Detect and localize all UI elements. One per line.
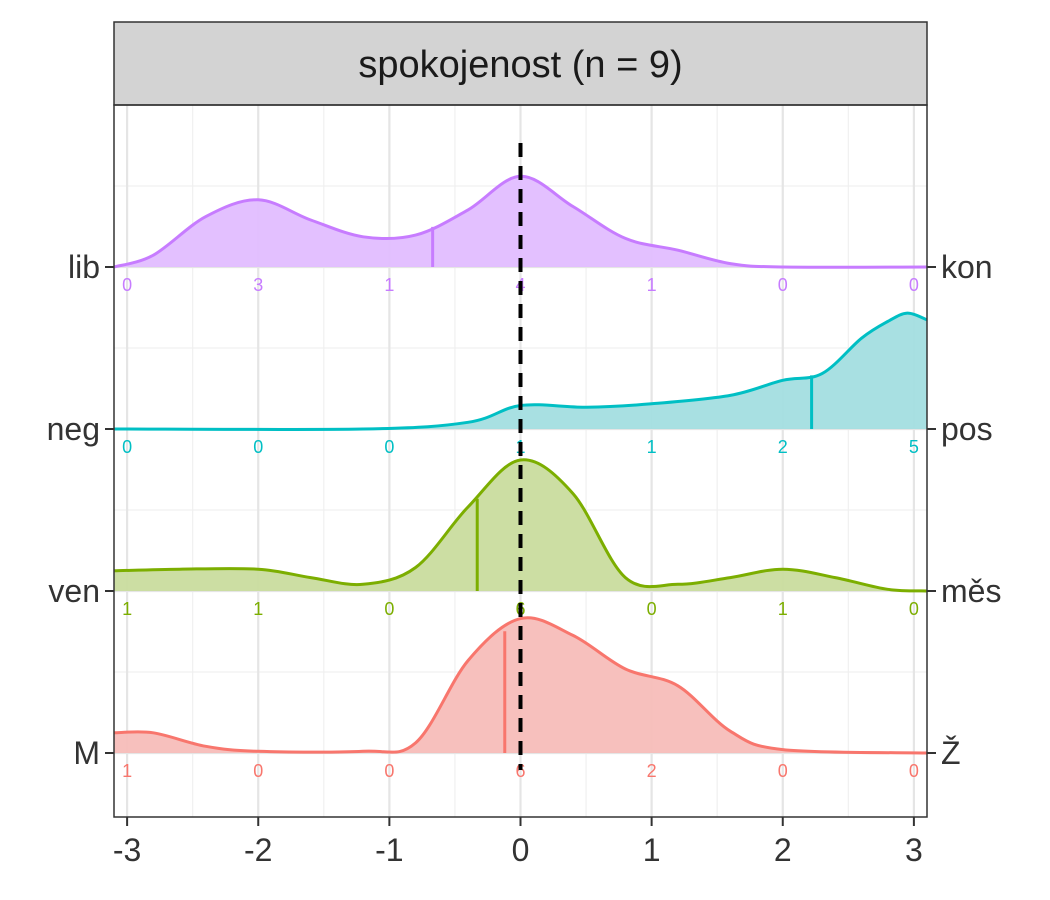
- count-label: 0: [778, 761, 788, 781]
- y-tick-label-right: kon: [941, 249, 993, 285]
- count-label: 2: [778, 437, 788, 457]
- y-tick-label-left: M: [73, 735, 100, 771]
- x-tick-label: -3: [113, 832, 141, 868]
- count-label: 1: [122, 761, 132, 781]
- count-label: 0: [384, 599, 394, 619]
- density-area: [114, 313, 927, 430]
- count-label: 0: [122, 275, 132, 295]
- y-axis-right: kon pos měs Ž: [927, 249, 1001, 771]
- x-tick-label: 1: [643, 832, 661, 868]
- x-tick-label: -2: [244, 832, 272, 868]
- y-tick-label-right: Ž: [941, 735, 961, 771]
- density-curve: [113, 311, 928, 431]
- count-label: 0: [122, 437, 132, 457]
- density-curve: [113, 458, 928, 593]
- count-label: 1: [647, 275, 657, 295]
- density-curve: [113, 616, 928, 755]
- count-label: 6: [515, 761, 525, 781]
- y-axis-left: lib neg ven M: [47, 249, 114, 771]
- count-label: 1: [647, 437, 657, 457]
- count-label: 0: [384, 437, 394, 457]
- count-label: 1: [122, 599, 132, 619]
- strip-background: [113, 21, 928, 106]
- x-axis: -3 -2 -1 0 1 2 3: [113, 817, 923, 868]
- x-tick-label: 3: [905, 832, 923, 868]
- y-tick-label-right: pos: [941, 411, 993, 447]
- count-label: 0: [778, 275, 788, 295]
- count-label: 0: [647, 599, 657, 619]
- y-tick-label-left: ven: [48, 573, 100, 609]
- y-tick-label-left: neg: [47, 411, 100, 447]
- count-label: 0: [909, 599, 919, 619]
- count-label: 2: [647, 761, 657, 781]
- chart-title: spokojenost (n = 9): [358, 44, 682, 86]
- x-tick-label: 0: [512, 832, 530, 868]
- count-label: 0: [384, 761, 394, 781]
- ridge-3: 1106010: [113, 458, 928, 619]
- x-tick-label: -1: [375, 832, 403, 868]
- count-label: 0: [253, 437, 263, 457]
- count-label: 1: [778, 599, 788, 619]
- density-area: [114, 459, 927, 591]
- count-label: 1: [253, 599, 263, 619]
- count-label: 0: [253, 761, 263, 781]
- density-curve: [113, 174, 928, 269]
- count-label: 5: [909, 437, 919, 457]
- y-tick-label-right: měs: [941, 573, 1001, 609]
- count-label: 0: [909, 275, 919, 295]
- x-tick-label: 2: [774, 832, 792, 868]
- y-tick-label-left: lib: [68, 249, 100, 285]
- facet-strip: spokojenost (n = 9): [113, 21, 928, 106]
- count-label: 0: [909, 761, 919, 781]
- ridges: 0314100000112511060101006200: [113, 104, 928, 818]
- count-label: 1: [384, 275, 394, 295]
- count-label: 3: [253, 275, 263, 295]
